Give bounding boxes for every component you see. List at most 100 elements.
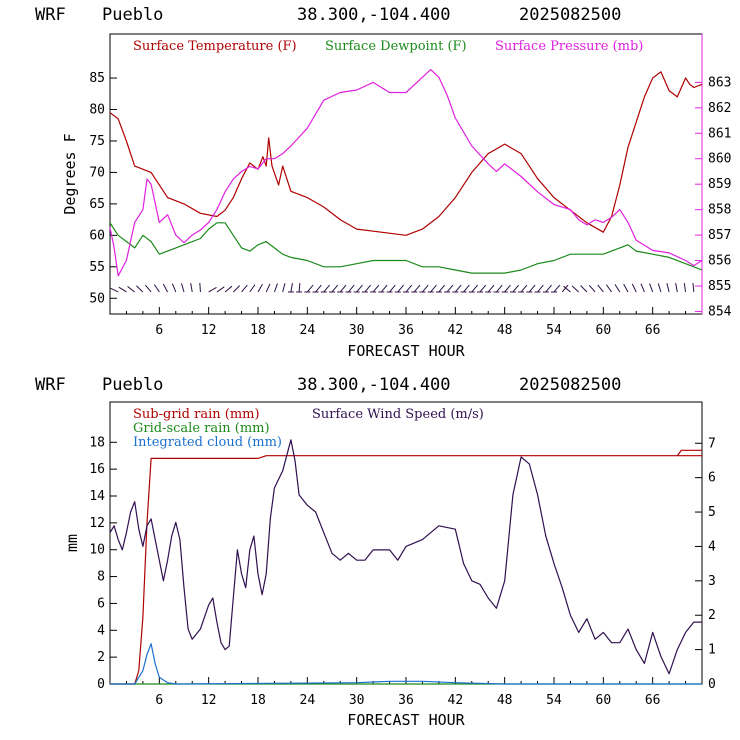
wind-barb xyxy=(454,284,462,293)
wind-barb xyxy=(372,284,380,293)
y2-tick-label: 0 xyxy=(708,677,716,692)
wind-barb xyxy=(397,284,404,293)
x-tick-label: 18 xyxy=(250,693,266,708)
panel2-y-axis-label: mm xyxy=(63,534,81,552)
y2-tick-label: 859 xyxy=(708,177,731,192)
y-tick-label: 65 xyxy=(89,197,105,212)
panel2-x-axis-label: FORECAST HOUR xyxy=(347,711,465,729)
wind-barb xyxy=(666,283,670,293)
y-tick-label: 4 xyxy=(97,623,105,638)
wind-barb xyxy=(323,284,330,293)
legend-surface-temperature: Surface Temperature (F) xyxy=(133,39,297,54)
y2-tick-label: 854 xyxy=(708,304,732,319)
panel1-y-ticks: 50 55 60 65 70 75 80 85 xyxy=(89,71,117,306)
y-tick-label: 80 xyxy=(89,103,105,118)
wind-barb xyxy=(413,284,421,293)
wind-barb xyxy=(190,283,193,293)
y-tick-label: 2 xyxy=(97,650,105,665)
y-tick-label: 10 xyxy=(89,543,105,558)
y-tick-label: 85 xyxy=(89,71,105,86)
y2-tick-label: 863 xyxy=(708,75,731,90)
y2-tick-label: 3 xyxy=(708,574,716,589)
x-tick-label: 60 xyxy=(596,323,612,338)
legend-surface-wind-speed: Surface Wind Speed (m/s) xyxy=(312,407,484,422)
panel2-x-ticks: 6 12 18 24 30 36 42 48 54 60 66 xyxy=(125,677,687,708)
wind-barb-row xyxy=(109,282,695,293)
y-tick-label: 12 xyxy=(89,516,105,531)
panel1-y-axis-label: Degrees F xyxy=(61,133,79,214)
wind-barb xyxy=(463,284,470,293)
x-tick-label: 36 xyxy=(398,693,414,708)
panel2-y2-ticks: 0 1 2 3 4 5 6 7 xyxy=(695,436,716,692)
series-line-integrated-cloud-mm xyxy=(110,643,702,685)
wind-barb xyxy=(496,284,503,293)
wind-barb xyxy=(520,284,528,293)
wind-barb xyxy=(356,284,363,293)
wind-barb xyxy=(438,284,446,293)
wind-barb xyxy=(487,284,495,293)
panel1-x-axis-label: FORECAST HOUR xyxy=(347,342,465,360)
wind-barb xyxy=(282,283,286,293)
wind-barb xyxy=(331,284,339,293)
y-tick-label: 6 xyxy=(97,596,105,611)
wind-barb xyxy=(290,283,293,293)
wind-barb xyxy=(171,283,177,293)
wind-barb xyxy=(241,284,248,293)
wind-barb xyxy=(232,285,241,293)
y2-tick-label: 861 xyxy=(708,126,731,141)
y-tick-label: 70 xyxy=(89,165,105,180)
panel1-x-ticks: 6 12 18 24 30 36 42 48 54 60 66 xyxy=(125,307,687,338)
series-line-sub-grid-rain-mm xyxy=(110,449,703,685)
y2-tick-label: 2 xyxy=(708,608,716,623)
y2-tick-label: 6 xyxy=(708,471,716,486)
wind-barb xyxy=(127,286,135,293)
y2-tick-label: 855 xyxy=(708,279,731,294)
wind-barb xyxy=(479,284,487,293)
wind-barb xyxy=(216,286,225,293)
wind-barb xyxy=(537,284,544,293)
wind-barb xyxy=(208,287,217,293)
panel1-run: 2025082500 xyxy=(519,5,621,25)
panel1-series xyxy=(109,69,703,277)
wind-barb xyxy=(471,284,478,293)
series-line-surface-wind-speed-m-s xyxy=(109,439,702,675)
legend-surface-dewpoint: Surface Dewpoint (F) xyxy=(325,39,467,54)
wind-barb xyxy=(571,285,580,293)
wind-barb xyxy=(553,284,561,293)
wind-barb xyxy=(580,285,588,293)
x-tick-label: 42 xyxy=(448,693,464,708)
wind-barb xyxy=(199,282,201,293)
wind-barb xyxy=(181,283,185,293)
panel2-series xyxy=(109,439,703,685)
x-tick-label: 6 xyxy=(155,323,163,338)
wind-barb xyxy=(657,283,662,293)
wind-barb xyxy=(162,283,168,293)
legend-sub-grid-rain: Sub-grid rain (mm) xyxy=(133,407,260,422)
wind-barb xyxy=(249,284,256,293)
x-tick-label: 12 xyxy=(201,693,217,708)
y2-tick-label: 860 xyxy=(708,152,731,167)
legend-integrated-cloud: Integrated cloud (mm) xyxy=(133,435,282,450)
wind-barb xyxy=(649,283,654,293)
y-tick-label: 18 xyxy=(89,435,105,450)
y-tick-label: 60 xyxy=(89,228,105,243)
y-tick-label: 16 xyxy=(89,462,105,477)
y-tick-label: 0 xyxy=(97,677,105,692)
wind-barb xyxy=(545,284,552,293)
legend-surface-pressure: Surface Pressure (mb) xyxy=(495,39,643,54)
panel2-station: Pueblo xyxy=(102,375,163,395)
wind-barb xyxy=(348,284,355,293)
wind-barb xyxy=(683,282,687,293)
wind-barb xyxy=(561,284,569,293)
wind-barb xyxy=(605,284,612,293)
legend-grid-scale-rain: Grid-scale rain (mm) xyxy=(133,421,270,436)
wind-barb xyxy=(623,283,629,293)
panel1-station: Pueblo xyxy=(102,5,163,25)
wind-barb xyxy=(405,284,413,293)
wind-barb xyxy=(588,284,596,293)
x-tick-label: 36 xyxy=(398,323,414,338)
wind-barb xyxy=(315,284,322,293)
wind-barb xyxy=(224,285,233,293)
x-tick-label: 30 xyxy=(349,693,365,708)
wind-barb xyxy=(692,282,695,293)
